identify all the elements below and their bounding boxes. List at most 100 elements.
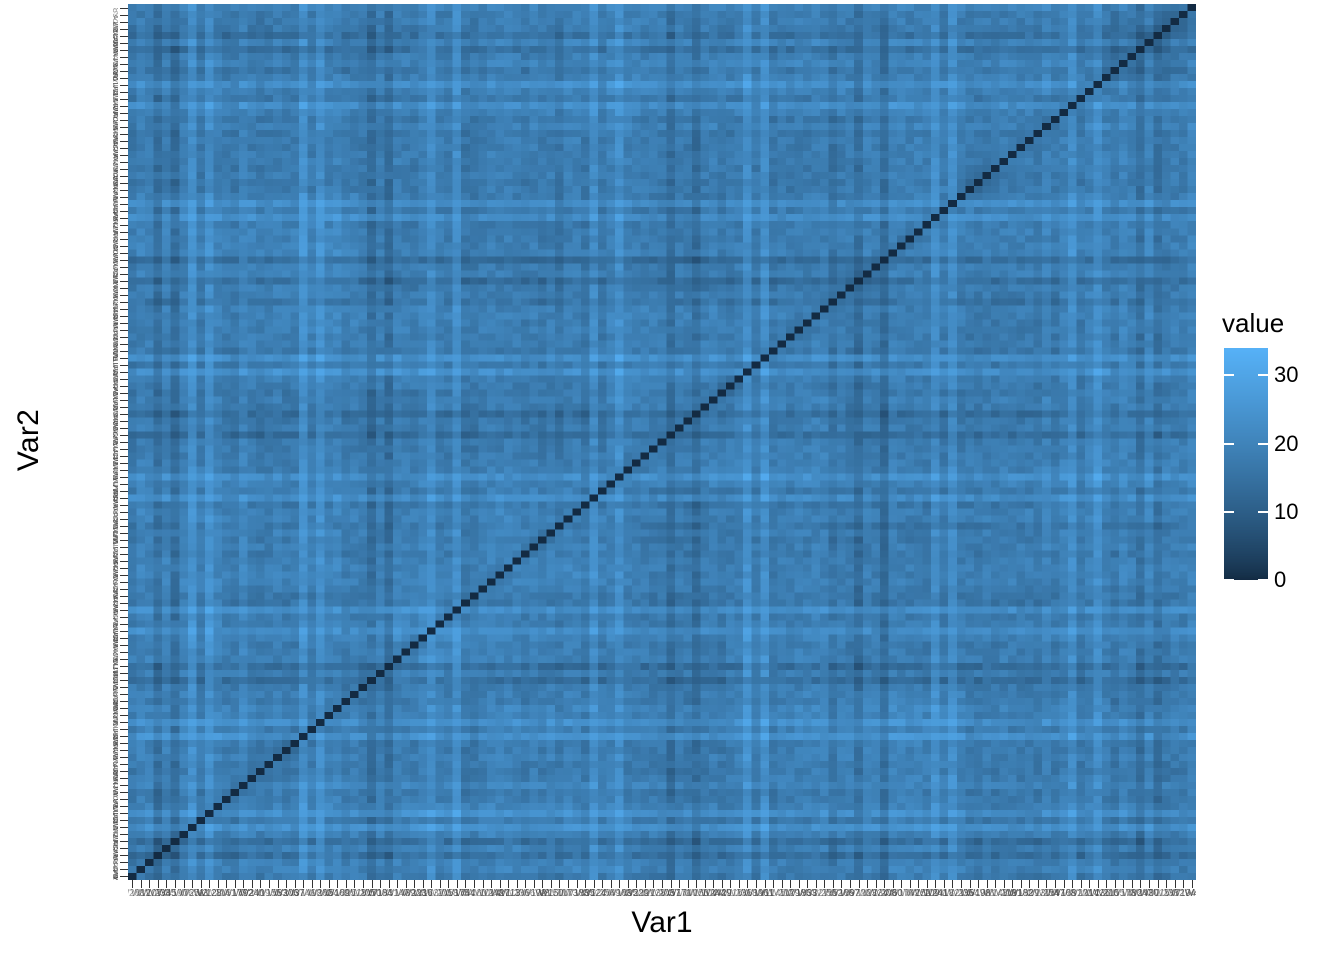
x-axis-title: Var1: [631, 906, 693, 939]
x-axis-tick: [987, 880, 988, 888]
y-axis-tick: [120, 561, 128, 562]
x-axis-tick-label: W42: [900, 888, 920, 899]
x-axis-tick: [952, 880, 953, 888]
y-axis-tick: [120, 323, 128, 324]
y-axis-tick: [120, 239, 128, 240]
y-axis-title: Var2: [6, 0, 52, 880]
y-axis-tick: [120, 666, 128, 667]
y-axis-tick: [120, 848, 128, 849]
x-axis-tick-label: W11: [755, 888, 774, 899]
y-axis-tick: [120, 505, 128, 506]
y-axis-tick: [120, 708, 128, 709]
x-axis-tick: [585, 880, 586, 888]
y-axis-tick: [120, 302, 128, 303]
x-axis-tick: [457, 880, 458, 888]
y-axis-tick: [120, 568, 128, 569]
y-axis-tick: [120, 330, 128, 331]
x-axis-tick-label: W241: [923, 888, 948, 899]
y-axis-tick-labels: W268 W12 W107 W233 W45 W190 W76 W251 W3 W128 W214 W…: [56, 4, 119, 881]
y-axis-tick: [120, 491, 128, 492]
y-axis-tick: [120, 855, 128, 856]
x-axis-tick-label: W206: [273, 888, 299, 899]
x-axis-tick-label: W23: [857, 888, 877, 899]
y-axis-tick: [120, 85, 128, 86]
x-axis-tick-label: W236: [504, 888, 530, 899]
x-axis-tick: [465, 880, 466, 888]
x-axis-tick-label: W91: [1062, 888, 1082, 899]
x-axis-tick-label: W171: [666, 888, 692, 899]
x-axis-tick-label: W192: [521, 888, 547, 899]
x-axis-tick: [363, 880, 364, 888]
x-axis-tick-label: W201: [427, 888, 453, 899]
x-axis-tick-label: W3: [193, 888, 209, 899]
x-axis-tick-label: W107: [137, 888, 162, 899]
y-axis-tick: [120, 876, 128, 877]
x-axis-tick-label: W49: [601, 888, 621, 899]
x-axis-tick: [184, 880, 185, 888]
x-axis-tick-label: W147: [384, 888, 410, 899]
x-axis-tick: [577, 880, 578, 888]
x-axis-tick-label: W52: [823, 888, 843, 899]
x-axis-tick-label: W247: [1128, 888, 1153, 899]
y-axis-tick: [120, 610, 128, 611]
y-axis-tick: [120, 687, 128, 688]
y-axis-tick: [120, 365, 128, 366]
legend-colorbar: [1224, 348, 1268, 580]
y-axis-tick: [120, 841, 128, 842]
x-axis-tick: [713, 880, 714, 888]
x-axis-tick: [705, 880, 706, 888]
x-axis-tick-label: W79: [780, 888, 800, 899]
x-axis-tick: [551, 880, 552, 888]
x-axis-tick-label: W186: [786, 888, 811, 899]
legend-tick-label: 20: [1274, 430, 1299, 456]
x-axis-tick: [303, 880, 304, 888]
y-axis-tick: [120, 813, 128, 814]
x-axis-tick-label: W14: [1079, 888, 1100, 899]
x-axis-tick-label: W97: [840, 888, 860, 899]
y-axis-tick: [120, 141, 128, 142]
x-axis-tick: [799, 880, 800, 888]
y-axis-tick: [120, 232, 128, 233]
y-axis-tick: [120, 575, 128, 576]
x-axis-tick: [141, 880, 142, 888]
x-axis-tick: [696, 880, 697, 888]
x-axis-tick: [927, 880, 928, 888]
x-axis-tick-label: W130: [1025, 888, 1051, 899]
x-axis-tick: [978, 880, 979, 888]
x-axis-tick-label: W98: [302, 888, 322, 899]
x-axis-tick-label: W143: [982, 888, 1008, 899]
x-axis-tick: [329, 880, 330, 888]
x-axis-tick: [1149, 880, 1150, 888]
y-axis-tick: [120, 176, 128, 177]
x-axis-tick-label: W16: [413, 888, 433, 899]
x-axis-tick-label: W29: [712, 888, 732, 899]
x-axis-tick-label: W47: [1045, 888, 1065, 899]
x-axis-tick: [688, 880, 689, 888]
x-axis-tick: [389, 880, 390, 888]
x-axis-tick-label: W40: [677, 888, 698, 899]
x-axis-tick-label: W168: [1051, 888, 1076, 899]
y-axis-tick: [120, 463, 128, 464]
x-axis-tick: [1132, 880, 1133, 888]
x-axis-tick: [474, 880, 475, 888]
y-axis-tick: [120, 351, 128, 352]
y-axis-tick: [120, 260, 128, 261]
y-axis-tick: [120, 526, 128, 527]
x-axis-tick: [1072, 880, 1073, 888]
x-axis-tick: [679, 880, 680, 888]
x-axis-tick-label: W66: [515, 888, 536, 899]
y-axis-tick: [120, 407, 128, 408]
x-axis-tick-label: W169: [325, 888, 350, 899]
y-axis-tick: [120, 722, 128, 723]
x-axis-tick-label: W76: [173, 888, 194, 899]
x-axis-tick: [337, 880, 338, 888]
x-axis-tick: [594, 880, 595, 888]
y-axis-tick: [120, 246, 128, 247]
x-axis-tick: [935, 880, 936, 888]
x-axis-tick-label: W203: [649, 888, 675, 899]
x-axis-tick: [235, 880, 236, 888]
x-axis-tick-label: W163: [607, 888, 632, 899]
x-axis-tick: [346, 880, 347, 888]
x-axis-tick: [175, 880, 176, 888]
x-axis-tick-label: W229: [624, 888, 649, 899]
